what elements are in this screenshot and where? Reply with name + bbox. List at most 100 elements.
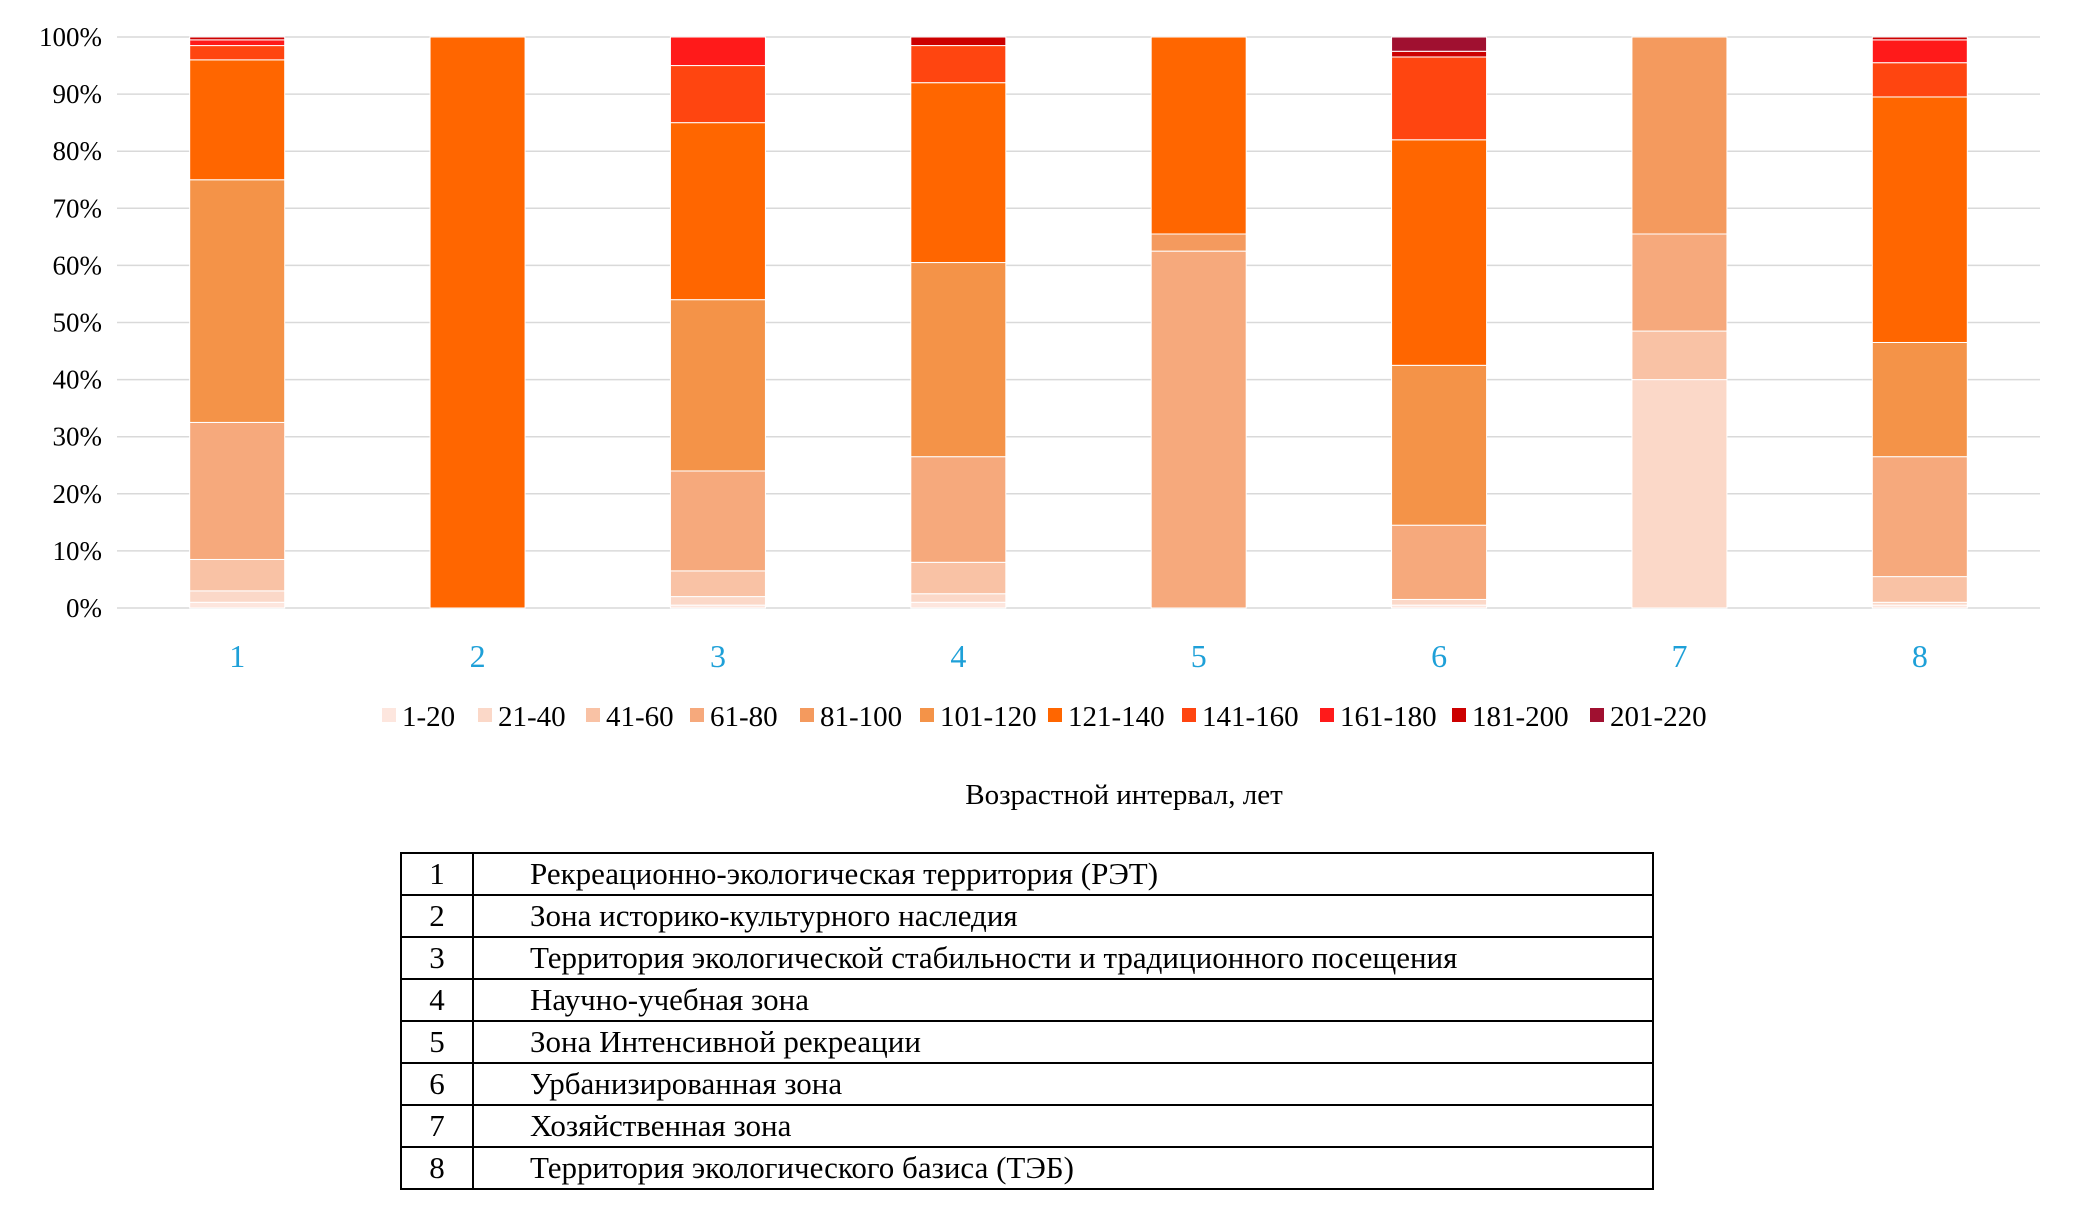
legend-swatch-101-120 [920,708,934,722]
zone-number: 5 [400,1020,474,1064]
legend-swatch-41-60 [586,708,600,722]
zone-name: Зона историко-культурного наследия [472,894,1654,938]
legend-label: 61-80 [710,701,778,733]
zone-name: Зона Интенсивной рекреации [472,1020,1654,1064]
bar-segment-8-41-60 [1871,576,1968,603]
y-tick-label: 10% [53,536,103,566]
bar-segment-5-121-140 [1150,36,1247,235]
x-axis-label: Возрастной интервал, лет [965,779,1283,811]
legend-label: 21-40 [498,701,566,733]
legend-swatch-1-20 [382,708,396,722]
table-row: 7 Хозяйственная зона [400,1104,1654,1148]
bar-segment-1-1-20 [189,601,286,609]
y-tick-label: 20% [53,479,103,509]
zone-name: Хозяйственная зона [472,1104,1654,1148]
table-row: 4 Научно-учебная зона [400,978,1654,1022]
zone-name: Территория экологической стабильности и … [472,936,1654,980]
legend-swatch-181-200 [1452,708,1466,722]
bar-segment-4-1-20 [910,601,1007,609]
bar-segment-4-141-160 [910,45,1007,84]
bar-segment-6-201-220 [1391,36,1488,52]
y-tick-label: 30% [53,422,103,452]
zone-name: Научно-учебная зона [472,978,1654,1022]
bar-segment-2-121-140 [429,36,526,609]
legend-label: 121-140 [1068,701,1165,733]
bar-segment-6-101-120 [1391,364,1488,526]
stacked-bar-chart: 0% 10% 20% 30% 40% 50% 60% 70% 80% 90% 100% 1 2 3 4 5 6… [39,22,2040,811]
bar-segment-3-161-180 [669,36,766,67]
legend-swatch-161-180 [1320,708,1334,722]
legend-swatch-21-40 [478,708,492,722]
zones-legend-table: 1 Рекреационно-экологическая территория (… [400,852,1654,1190]
x-tick-label: 3 [710,638,726,674]
bar-segment-8-61-80 [1871,456,1968,578]
table-row: 8 Территория экологического базиса (ТЭБ) [400,1146,1654,1190]
bar-segment-3-121-140 [669,122,766,301]
legend-swatch-81-100 [800,708,814,722]
bar-segment-3-41-60 [669,570,766,598]
bar-segment-6-141-160 [1391,56,1488,141]
bar-segment-4-21-40 [910,593,1007,603]
bar-segment-1-21-40 [189,590,286,603]
bar-segment-3-141-160 [669,65,766,124]
bar-segment-6-61-80 [1391,524,1488,600]
zone-number: 1 [400,852,474,896]
bar-segment-8-121-140 [1871,96,1968,343]
zone-number: 7 [400,1104,474,1148]
y-tick-label: 60% [53,250,103,280]
bars [189,36,1968,609]
bar-segment-8-141-160 [1871,62,1968,98]
bar-segment-4-121-140 [910,82,1007,264]
bar-segment-7-81-100 [1631,36,1728,235]
bar-segment-4-181-200 [910,36,1007,47]
bar-segment-1-181-200 [189,36,286,41]
legend-swatch-61-80 [690,708,704,722]
zone-number: 8 [400,1146,474,1190]
legend-label: 1-20 [402,701,455,733]
x-tick-label: 7 [1671,638,1687,674]
x-tick-label: 8 [1912,638,1928,674]
zone-name: Территория экологического базиса (ТЭБ) [472,1146,1654,1190]
x-tick-label: 1 [229,638,245,674]
bar-segment-3-21-40 [669,596,766,606]
x-tick-label: 6 [1431,638,1447,674]
legend-swatch-201-220 [1590,708,1604,722]
bar-segment-3-61-80 [669,470,766,572]
zone-name: Урбанизированная зона [472,1062,1654,1106]
x-axis-tick-labels: 1 2 3 4 5 6 7 8 [229,638,1928,674]
bar-segment-4-61-80 [910,456,1007,563]
x-tick-label: 5 [1191,638,1207,674]
bar-segment-8-161-180 [1871,39,1968,64]
legend: 1-20 21-40 41-60 61-80 81-100 101-120 121-140 1… [382,701,1707,733]
bar-segment-7-41-60 [1631,330,1728,381]
legend-label: 81-100 [820,701,902,733]
table-row: 3 Территория экологической стабильности и… [400,936,1654,980]
legend-label: 181-200 [1472,701,1569,733]
zone-number: 2 [400,894,474,938]
y-tick-label: 90% [53,79,103,109]
y-tick-label: 80% [53,136,103,166]
zone-number: 3 [400,936,474,980]
table-row: 5 Зона Интенсивной рекреации [400,1020,1654,1064]
y-axis-tick-labels: 0% 10% 20% 30% 40% 50% 60% 70% 80% 90% 100% [39,22,102,623]
bar-segment-1-61-80 [189,421,286,560]
table-row: 6 Урбанизированная зона [400,1062,1654,1106]
x-tick-label: 2 [470,638,486,674]
legend-swatch-121-140 [1048,708,1062,722]
y-tick-label: 100% [39,22,102,52]
zone-name: Рекреационно-экологическая территория (Р… [472,852,1654,896]
legend-label: 141-160 [1202,701,1299,733]
legend-label: 101-120 [940,701,1037,733]
bar-segment-4-41-60 [910,561,1007,595]
bar-segment-6-181-200 [1391,50,1488,58]
y-tick-label: 70% [53,193,103,223]
zone-number: 4 [400,978,474,1022]
legend-label: 161-180 [1340,701,1437,733]
bar-segment-5-81-100 [1150,233,1247,252]
x-tick-label: 4 [950,638,966,674]
table-row: 2 Зона историко-культурного наследия [400,894,1654,938]
bar-segment-6-21-40 [1391,598,1488,606]
bar-segment-7-61-80 [1631,233,1728,332]
bar-segment-1-121-140 [189,59,286,181]
y-tick-label: 0% [66,593,102,623]
